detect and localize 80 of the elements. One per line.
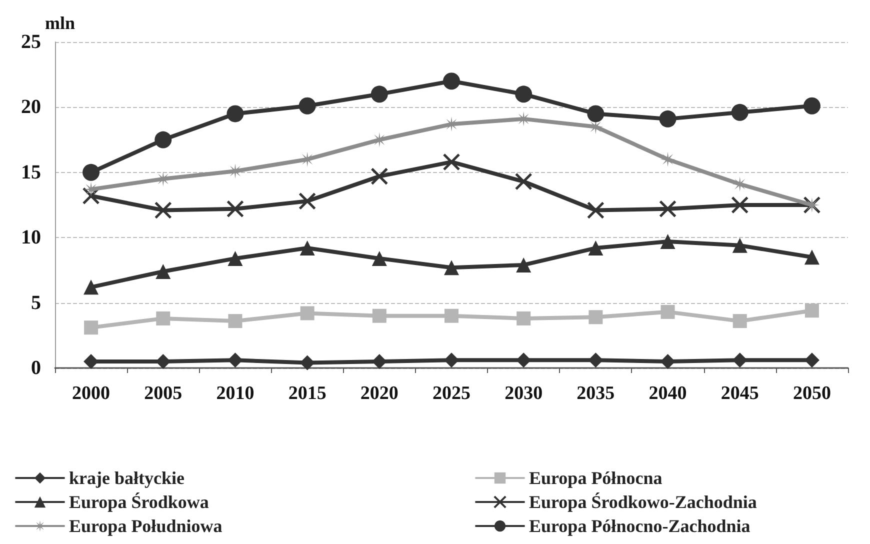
x-tick-label: 2010 bbox=[216, 383, 254, 404]
point bbox=[372, 250, 387, 266]
x-tick-label: 2030 bbox=[504, 383, 543, 404]
point bbox=[300, 355, 315, 370]
point bbox=[442, 153, 460, 171]
point bbox=[731, 104, 748, 121]
legend-label: Europa Środkowo-Zachodnia bbox=[529, 492, 757, 512]
y-tick-label: 0 bbox=[31, 357, 41, 379]
point bbox=[803, 97, 820, 114]
point bbox=[298, 97, 316, 114]
x-tick-label: 2005 bbox=[144, 383, 182, 404]
point bbox=[516, 257, 532, 272]
point bbox=[444, 352, 459, 368]
point bbox=[515, 86, 532, 103]
point bbox=[660, 354, 676, 369]
point bbox=[372, 308, 386, 323]
point bbox=[82, 164, 100, 181]
y-tick-label: 20 bbox=[21, 96, 41, 118]
point bbox=[660, 234, 676, 250]
point bbox=[154, 201, 172, 219]
point bbox=[84, 320, 98, 335]
point bbox=[587, 105, 604, 122]
point bbox=[444, 308, 458, 323]
legend-label: Europa Środkowa bbox=[69, 492, 209, 512]
point bbox=[804, 352, 820, 368]
point bbox=[732, 176, 748, 192]
point bbox=[732, 352, 748, 368]
point bbox=[444, 260, 459, 276]
point bbox=[154, 131, 172, 148]
point bbox=[156, 264, 171, 280]
point bbox=[586, 201, 604, 219]
point bbox=[804, 250, 820, 265]
point bbox=[444, 116, 459, 132]
point bbox=[156, 311, 170, 326]
legend-label: Europa Północna bbox=[529, 468, 662, 488]
point bbox=[228, 352, 243, 368]
point bbox=[82, 187, 100, 205]
point bbox=[300, 306, 314, 320]
y-tick-label: 5 bbox=[31, 292, 41, 314]
point bbox=[370, 86, 388, 103]
point bbox=[443, 72, 460, 90]
x-tick-label: 2025 bbox=[432, 383, 470, 404]
point bbox=[370, 168, 388, 186]
legend-label: Europa Północno-Zachodnia bbox=[529, 516, 750, 536]
x-tick-label: 2000 bbox=[72, 383, 110, 404]
point bbox=[659, 200, 677, 218]
point bbox=[228, 250, 243, 266]
legend-label: Europa Południowa bbox=[69, 516, 222, 536]
point bbox=[372, 354, 387, 369]
point bbox=[588, 352, 604, 368]
x-tick-label: 2045 bbox=[720, 383, 759, 404]
point bbox=[84, 280, 99, 295]
point bbox=[516, 311, 531, 326]
x-tick-label: 2040 bbox=[648, 383, 687, 404]
point bbox=[228, 314, 242, 328]
point bbox=[516, 352, 532, 368]
y-axis-title: mln bbox=[45, 13, 76, 34]
point bbox=[660, 152, 676, 167]
point bbox=[660, 304, 675, 319]
point bbox=[588, 240, 604, 256]
x-tick-label: 2035 bbox=[576, 383, 615, 404]
point bbox=[514, 172, 532, 190]
point bbox=[732, 314, 747, 328]
point bbox=[588, 310, 603, 324]
point bbox=[804, 304, 819, 318]
point bbox=[300, 240, 315, 256]
point bbox=[659, 110, 676, 128]
x-tick-label: 2015 bbox=[288, 383, 326, 404]
y-tick-label: 15 bbox=[21, 161, 41, 184]
point bbox=[731, 196, 749, 214]
point bbox=[732, 238, 748, 253]
legend-label: kraje bałtyckie bbox=[69, 468, 184, 488]
x-tick-label: 2050 bbox=[792, 383, 831, 404]
x-tick-label: 2020 bbox=[360, 383, 398, 404]
point bbox=[226, 105, 244, 122]
point bbox=[226, 200, 244, 218]
y-tick-label: 10 bbox=[21, 226, 41, 249]
y-tick-label: 25 bbox=[21, 31, 41, 53]
point bbox=[156, 354, 171, 369]
point bbox=[298, 192, 316, 210]
